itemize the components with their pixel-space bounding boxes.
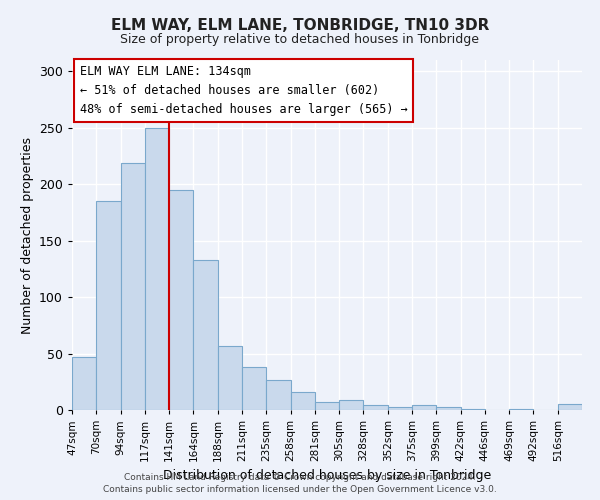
Y-axis label: Number of detached properties: Number of detached properties xyxy=(20,136,34,334)
Bar xyxy=(558,404,582,410)
Bar xyxy=(290,392,315,410)
Text: Contains HM Land Registry data © Crown copyright and database right 2024.
Contai: Contains HM Land Registry data © Crown c… xyxy=(103,472,497,494)
Text: Size of property relative to detached houses in Tonbridge: Size of property relative to detached ho… xyxy=(121,32,479,46)
Bar xyxy=(388,406,412,410)
X-axis label: Distribution of detached houses by size in Tonbridge: Distribution of detached houses by size … xyxy=(163,470,491,482)
Bar xyxy=(339,400,364,410)
Bar xyxy=(218,346,242,410)
Bar xyxy=(509,409,533,410)
Bar xyxy=(145,128,169,410)
Bar xyxy=(436,406,461,410)
Bar xyxy=(193,260,218,410)
Bar xyxy=(266,380,290,410)
Bar xyxy=(121,162,145,410)
Bar xyxy=(96,201,121,410)
Bar xyxy=(412,406,436,410)
Bar xyxy=(364,406,388,410)
Bar xyxy=(72,357,96,410)
Bar xyxy=(169,190,193,410)
Bar xyxy=(315,402,339,410)
Bar xyxy=(242,367,266,410)
Text: ELM WAY, ELM LANE, TONBRIDGE, TN10 3DR: ELM WAY, ELM LANE, TONBRIDGE, TN10 3DR xyxy=(111,18,489,32)
Bar xyxy=(461,409,485,410)
Text: ELM WAY ELM LANE: 134sqm
← 51% of detached houses are smaller (602)
48% of semi-: ELM WAY ELM LANE: 134sqm ← 51% of detach… xyxy=(80,66,407,116)
